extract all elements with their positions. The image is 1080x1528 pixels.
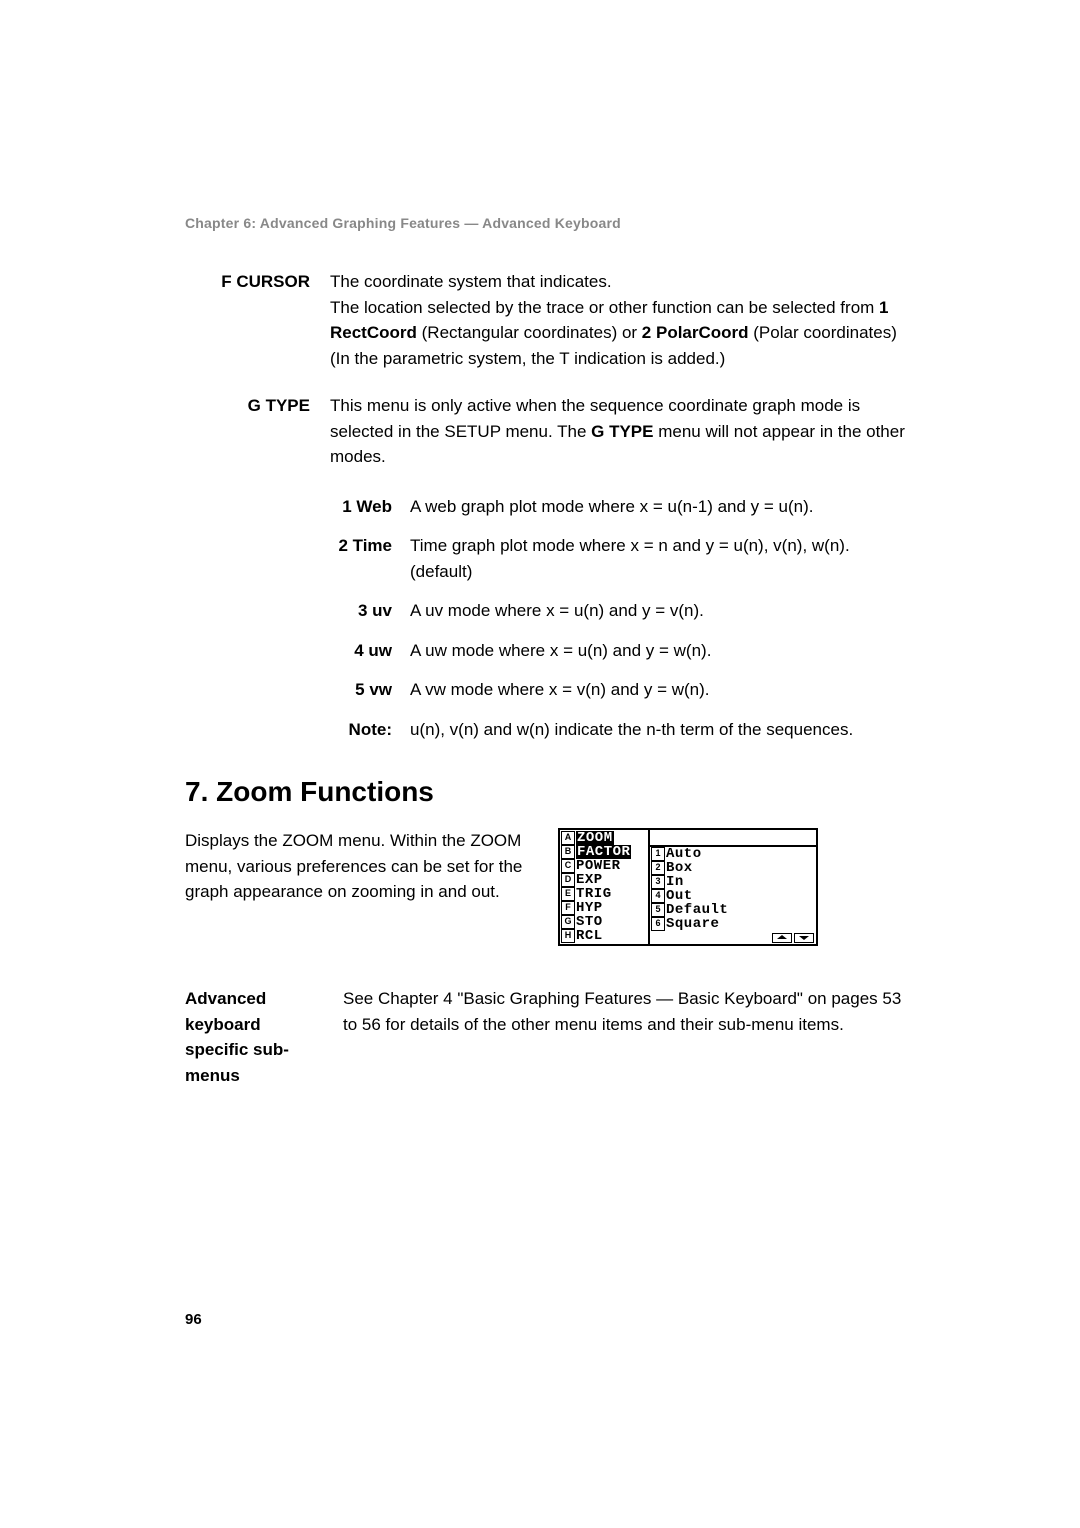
lcd-key: C: [561, 859, 575, 873]
lcd-text: Square: [666, 917, 719, 931]
lcd-key: D: [561, 873, 575, 887]
advanced-body: See Chapter 4 "Basic Graphing Features —…: [343, 986, 905, 1037]
lcd-left-menu: AZOOMBFACTORCPOWERDEXPETRIGFHYPGSTOHRCL: [560, 830, 650, 944]
definition-entry: G TYPEThis menu is only active when the …: [185, 393, 905, 470]
sub-body: A uw mode where x = u(n) and y = w(n).: [410, 638, 905, 664]
lcd-row: DEXP: [560, 873, 648, 887]
lcd-text: TRIG: [576, 887, 612, 901]
lcd-text: HYP: [576, 901, 603, 915]
sub-entry: Note:u(n), v(n) and w(n) indicate the n-…: [330, 717, 905, 743]
lcd-key: E: [561, 887, 575, 901]
entry-body: This menu is only active when the sequen…: [330, 393, 905, 470]
lcd-text: RCL: [576, 929, 603, 943]
lcd-text: Auto: [666, 847, 702, 861]
lcd-key: B: [561, 845, 575, 859]
lcd-text: Out: [666, 889, 693, 903]
entry-body: The coordinate system that indicates.The…: [330, 269, 905, 371]
sub-label: 4 uw: [330, 638, 410, 664]
lcd-key: G: [561, 915, 575, 929]
sub-body: A uv mode where x = u(n) and y = v(n).: [410, 598, 905, 624]
lcd-key: 1: [651, 847, 665, 861]
chapter-header: Chapter 6: Advanced Graphing Features — …: [185, 215, 905, 231]
sub-body: Time graph plot mode where x = n and y =…: [410, 533, 905, 584]
lcd-text: POWER: [576, 859, 621, 873]
entry-label: G TYPE: [185, 393, 330, 419]
sub-entry: 2 TimeTime graph plot mode where x = n a…: [330, 533, 905, 584]
lcd-row: 3In: [650, 875, 816, 889]
zoom-description: Displays the ZOOM menu. Within the ZOOM …: [185, 828, 530, 905]
sub-entry: 3 uvA uv mode where x = u(n) and y = v(n…: [330, 598, 905, 624]
lcd-text: ZOOM: [576, 831, 614, 845]
sub-label: 2 Time: [330, 533, 410, 559]
lcd-text: Box: [666, 861, 693, 875]
sub-entry: 4 uwA uw mode where x = u(n) and y = w(n…: [330, 638, 905, 664]
lcd-key: H: [561, 929, 575, 943]
advanced-submenu-note: Advanced keyboard specific sub-menus See…: [185, 986, 905, 1088]
page-number: 96: [185, 1311, 202, 1328]
lcd-row: 1Auto: [650, 847, 816, 861]
lcd-row: FHYP: [560, 901, 648, 915]
lcd-row: BFACTOR: [560, 845, 648, 859]
section-heading: 7. Zoom Functions: [185, 776, 905, 808]
sub-label: 5 vw: [330, 677, 410, 703]
lcd-text: EXP: [576, 873, 603, 887]
zoom-section: Displays the ZOOM menu. Within the ZOOM …: [185, 828, 905, 946]
lcd-right-menu: 1Auto2Box3In4Out5Default6Square: [650, 830, 816, 944]
lcd-text: Default: [666, 903, 728, 917]
sub-label: Note:: [330, 717, 410, 743]
lcd-key: 6: [651, 917, 665, 931]
sub-body: A vw mode where x = v(n) and y = w(n).: [410, 677, 905, 703]
lcd-row: 2Box: [650, 861, 816, 875]
sub-body: u(n), v(n) and w(n) indicate the n-th te…: [410, 717, 905, 743]
lcd-text: In: [666, 875, 684, 889]
lcd-key: 4: [651, 889, 665, 903]
advanced-label: Advanced keyboard specific sub-menus: [185, 986, 315, 1088]
lcd-row: 5Default: [650, 903, 816, 917]
lcd-row: GSTO: [560, 915, 648, 929]
calculator-screen: AZOOMBFACTORCPOWERDEXPETRIGFHYPGSTOHRCL …: [558, 828, 818, 946]
lcd-text: FACTOR: [576, 845, 631, 859]
sub-body: A web graph plot mode where x = u(n-1) a…: [410, 494, 905, 520]
lcd-text: STO: [576, 915, 603, 929]
lcd-row: AZOOM: [560, 831, 648, 845]
lcd-key: 2: [651, 861, 665, 875]
lcd-row: 4Out: [650, 889, 816, 903]
page-content: Chapter 6: Advanced Graphing Features — …: [185, 215, 905, 1088]
definition-entry: F CURSORThe coordinate system that indic…: [185, 269, 905, 371]
sub-entry: 5 vwA vw mode where x = v(n) and y = w(n…: [330, 677, 905, 703]
lcd-row: HRCL: [560, 929, 648, 943]
lcd-key: F: [561, 901, 575, 915]
sub-label: 3 uv: [330, 598, 410, 624]
lcd-scroll-indicator: [772, 933, 814, 943]
lcd-row: ETRIG: [560, 887, 648, 901]
entry-label: F CURSOR: [185, 269, 330, 295]
sub-entry: 1 WebA web graph plot mode where x = u(n…: [330, 494, 905, 520]
lcd-key: 5: [651, 903, 665, 917]
definition-list: F CURSORThe coordinate system that indic…: [185, 269, 905, 470]
lcd-key: 3: [651, 875, 665, 889]
sub-definition-list: 1 WebA web graph plot mode where x = u(n…: [330, 494, 905, 743]
lcd-key: A: [561, 831, 575, 845]
lcd-row: CPOWER: [560, 859, 648, 873]
lcd-row: 6Square: [650, 917, 816, 931]
sub-label: 1 Web: [330, 494, 410, 520]
